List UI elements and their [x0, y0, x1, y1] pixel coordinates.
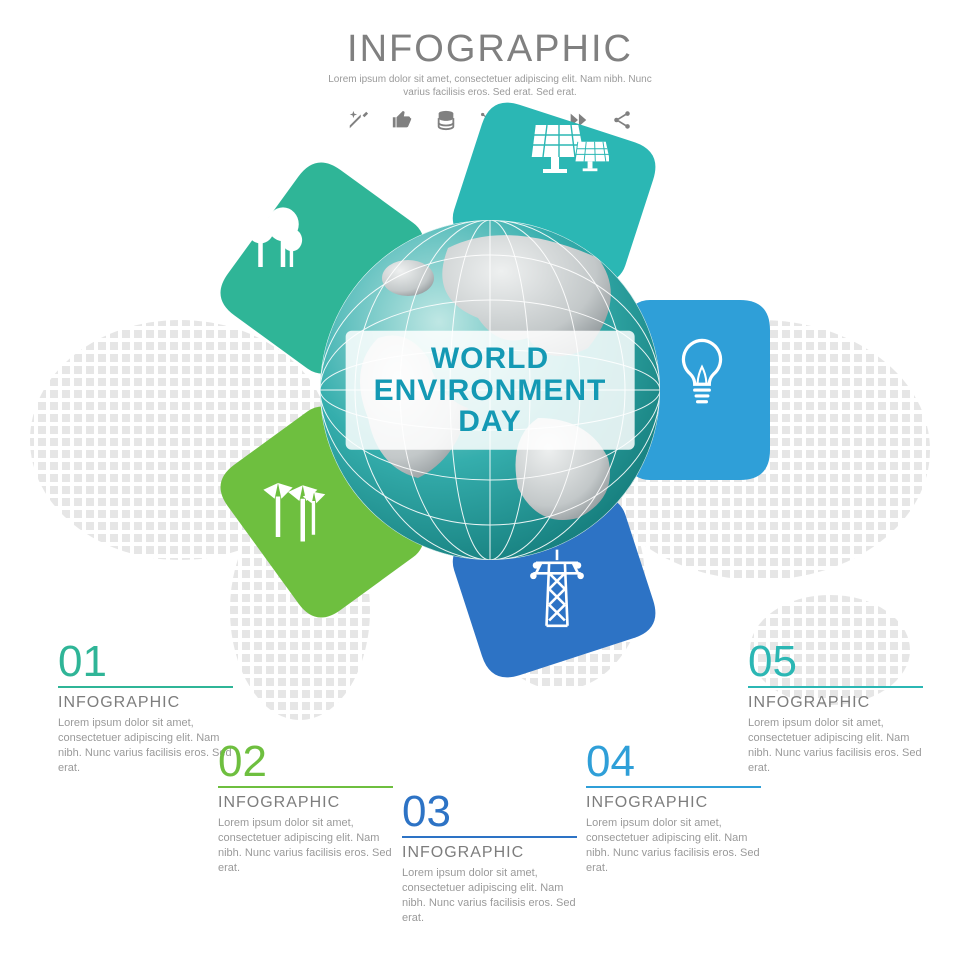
label-title: INFOGRAPHIC	[58, 694, 233, 712]
tools-icon	[347, 109, 369, 136]
label-title: INFOGRAPHIC	[402, 844, 577, 862]
globe-title: WORLD ENVIRONMENT DAY	[346, 331, 635, 450]
label-01: 01 INFOGRAPHIC Lorem ipsum dolor sit ame…	[58, 640, 233, 775]
label-03: 03 INFOGRAPHIC Lorem ipsum dolor sit ame…	[402, 790, 577, 925]
label-body: Lorem ipsum dolor sit amet, consectetuer…	[58, 716, 233, 775]
label-05: 05 INFOGRAPHIC Lorem ipsum dolor sit ame…	[748, 640, 923, 775]
label-title: INFOGRAPHIC	[748, 694, 923, 712]
label-num: 01	[58, 640, 233, 684]
label-body: Lorem ipsum dolor sit amet, consectetuer…	[748, 716, 923, 775]
lightbulb-icon	[672, 336, 732, 417]
globe: WORLD ENVIRONMENT DAY	[318, 218, 662, 562]
label-num: 04	[586, 740, 761, 784]
label-num: 05	[748, 640, 923, 684]
page-title: INFOGRAPHIC	[0, 28, 980, 71]
label-rule	[58, 686, 233, 688]
label-title: INFOGRAPHIC	[218, 794, 393, 812]
label-rule	[218, 786, 393, 788]
trees-icon	[238, 204, 310, 281]
label-rule	[402, 836, 577, 838]
label-title: INFOGRAPHIC	[586, 794, 761, 812]
globe-title-line3: DAY	[374, 406, 607, 438]
label-body: Lorem ipsum dolor sit amet, consectetuer…	[586, 816, 761, 875]
labels-region: 01 INFOGRAPHIC Lorem ipsum dolor sit ame…	[0, 640, 980, 960]
globe-title-line1: WORLD	[374, 343, 607, 375]
label-num: 03	[402, 790, 577, 834]
thumbsup-icon	[391, 109, 413, 136]
label-04: 04 INFOGRAPHIC Lorem ipsum dolor sit ame…	[586, 740, 761, 875]
label-num: 02	[218, 740, 393, 784]
globe-title-line2: ENVIRONMENT	[374, 374, 607, 406]
label-02: 02 INFOGRAPHIC Lorem ipsum dolor sit ame…	[218, 740, 393, 875]
radial-diagram: WORLD ENVIRONMENT DAY	[130, 160, 850, 720]
label-body: Lorem ipsum dolor sit amet, consectetuer…	[402, 866, 577, 925]
label-rule	[748, 686, 923, 688]
solarpanel-icon	[531, 121, 609, 188]
label-rule	[586, 786, 761, 788]
label-body: Lorem ipsum dolor sit amet, consectetuer…	[218, 816, 393, 875]
